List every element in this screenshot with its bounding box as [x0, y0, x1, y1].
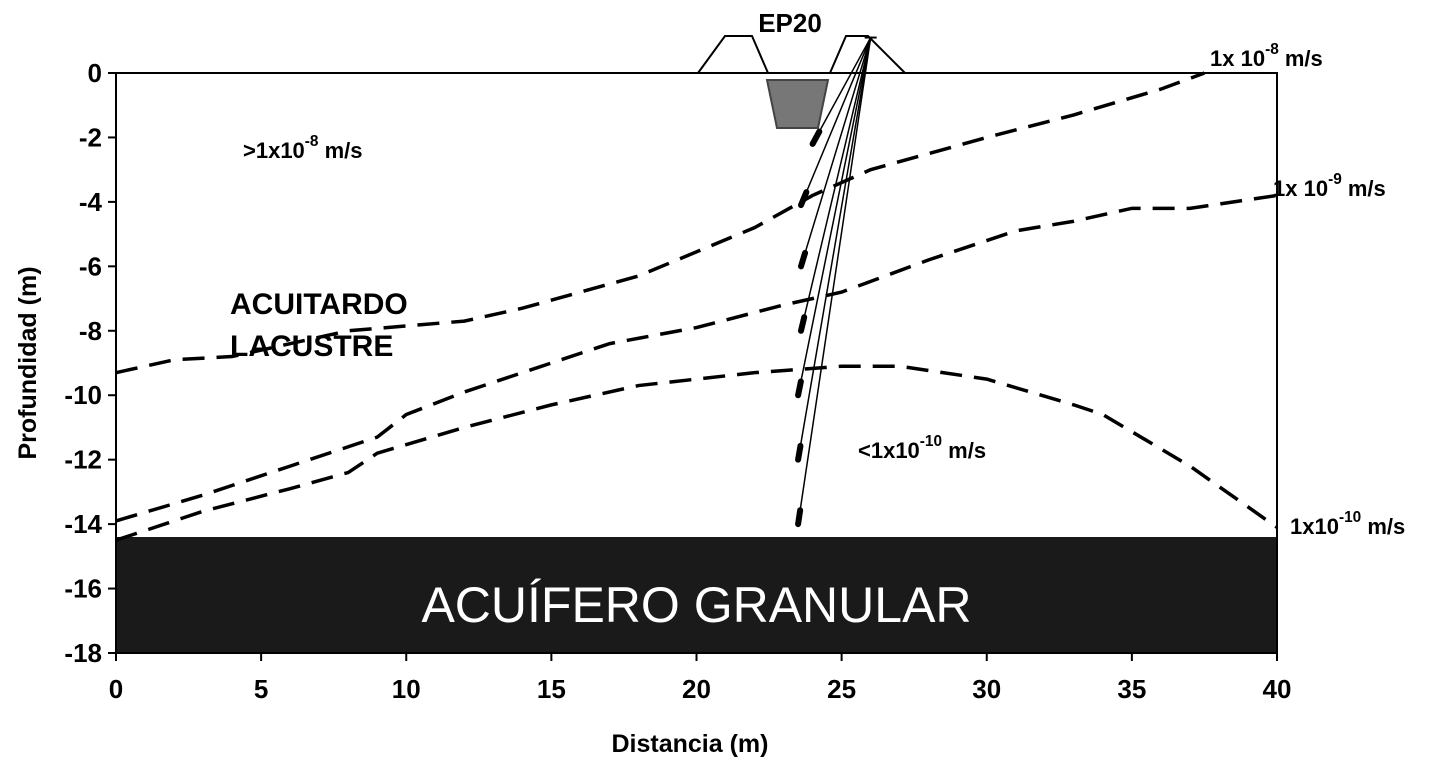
zone-label: LACUSTRE	[230, 330, 393, 363]
x-tick-label: 15	[537, 674, 566, 704]
label-unit: m/s	[1361, 514, 1405, 539]
piezometer-tip	[798, 446, 800, 460]
x-tick-label: 30	[972, 674, 1001, 704]
x-tick-label: 5	[254, 674, 268, 704]
x-tick-label: 35	[1117, 674, 1146, 704]
zone-label: ACUITARDO	[230, 288, 408, 321]
piezometer-tip	[801, 253, 805, 266]
isoline	[116, 73, 1204, 373]
label-unit: m/s	[1342, 176, 1386, 201]
piezometer-tip	[798, 510, 800, 524]
y-tick-label: 0	[88, 58, 102, 88]
x-tick-label: 10	[392, 674, 421, 704]
label-unit: m/s	[318, 138, 362, 163]
y-tick-label: -10	[64, 380, 102, 410]
x-tick-label: 20	[682, 674, 711, 704]
piezometer-tip	[801, 192, 806, 205]
label-base: <1x10	[858, 438, 920, 463]
series-label: 1x 10-8 m/s	[1210, 41, 1323, 71]
label-exponent: -8	[305, 133, 319, 150]
aquifer-label: ACUÍFERO GRANULAR	[421, 577, 971, 633]
y-tick-label: -8	[79, 316, 102, 346]
label-base: 1x 10	[1273, 176, 1328, 201]
y-tick-label: -6	[79, 251, 102, 281]
chart-title: EP20	[758, 8, 822, 38]
y-tick-label: -16	[64, 574, 102, 604]
label-exponent: -10	[920, 433, 942, 450]
label-unit: m/s	[942, 438, 986, 463]
label-exponent: -10	[1339, 509, 1361, 526]
label-exponent: -9	[1328, 171, 1342, 188]
label-unit: m/s	[1279, 46, 1323, 71]
label-base: 1x 10	[1210, 46, 1265, 71]
annotation: <1x10-10 m/s	[858, 433, 986, 463]
piezometer-tip	[813, 132, 820, 144]
isoline	[116, 366, 1277, 540]
label-base: >1x10	[243, 138, 305, 163]
series-label: 1x10-10 m/s	[1290, 509, 1405, 539]
annotation: >1x10-8 m/s	[243, 133, 363, 163]
y-tick-label: -18	[64, 638, 102, 668]
x-axis-label: Distancia (m)	[612, 730, 769, 758]
piezometer-tip	[798, 382, 801, 396]
y-tick-label: -12	[64, 445, 102, 475]
y-tick-label: -2	[79, 122, 102, 152]
label-exponent: -8	[1265, 41, 1279, 58]
y-tick-label: -4	[79, 187, 103, 217]
piezometer-tip	[801, 317, 804, 331]
piezometer-tube	[801, 38, 871, 267]
x-tick-label: 0	[109, 674, 123, 704]
embankment	[698, 36, 905, 128]
y-tick-label: -14	[64, 509, 102, 539]
label-base: 1x10	[1290, 514, 1339, 539]
chart: EP20 Distancia (m) Profundidad (m) ACUÍF…	[0, 0, 1438, 763]
x-tick-label: 25	[827, 674, 856, 704]
series-label: 1x 10-9 m/s	[1273, 171, 1386, 201]
y-axis-label: Profundidad (m)	[14, 266, 42, 459]
x-tick-label: 40	[1263, 674, 1292, 704]
